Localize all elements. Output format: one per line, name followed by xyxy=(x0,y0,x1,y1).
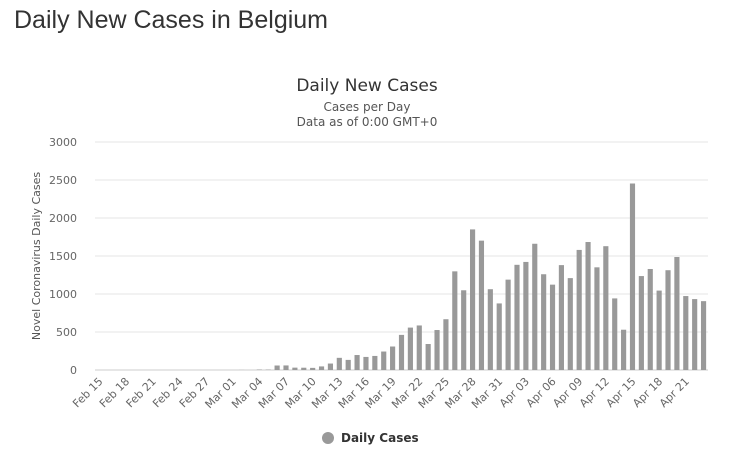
bar[interactable] xyxy=(523,261,529,370)
bar[interactable] xyxy=(274,365,280,370)
bar[interactable] xyxy=(318,366,325,370)
chart-subtitle-date: Data as of 0:00 GMT+0 xyxy=(297,115,438,129)
bar[interactable] xyxy=(283,365,289,370)
chart-subtitle: Cases per Day xyxy=(324,100,411,114)
bar[interactable] xyxy=(656,290,662,370)
bar[interactable] xyxy=(692,299,698,370)
y-tick-label: 3000 xyxy=(49,136,77,149)
legend-marker xyxy=(322,432,334,444)
bar[interactable] xyxy=(621,329,627,370)
y-tick-label: 2500 xyxy=(49,174,77,187)
x-tick-label: Apr 21 xyxy=(657,375,692,410)
bar[interactable] xyxy=(390,346,396,370)
bar[interactable] xyxy=(354,355,360,370)
y-tick-label: 2000 xyxy=(49,212,77,225)
bar[interactable] xyxy=(452,271,458,370)
bar[interactable] xyxy=(443,319,449,370)
page-heading: Daily New Cases in Belgium xyxy=(14,6,329,34)
bar[interactable] xyxy=(416,325,422,370)
bar[interactable] xyxy=(558,265,564,370)
bar[interactable] xyxy=(292,367,298,370)
y-tick-label: 1000 xyxy=(49,288,77,301)
bar[interactable] xyxy=(549,284,556,370)
bars xyxy=(239,183,707,370)
y-tick-label: 500 xyxy=(56,326,77,339)
y-tick-label: 1500 xyxy=(49,250,77,263)
bar[interactable] xyxy=(301,367,307,370)
bar[interactable] xyxy=(647,268,653,370)
bar[interactable] xyxy=(638,276,644,370)
bar[interactable] xyxy=(336,357,342,370)
bar[interactable] xyxy=(567,278,573,370)
bar[interactable] xyxy=(594,267,600,370)
y-axis-ticks: 0 500 1000 1500 2000 2500 3000 xyxy=(49,136,77,377)
bar[interactable] xyxy=(514,264,520,370)
bar[interactable] xyxy=(629,183,636,370)
bar[interactable] xyxy=(327,363,334,370)
bar[interactable] xyxy=(603,246,609,370)
bar[interactable] xyxy=(674,256,680,370)
legend-label[interactable]: Daily Cases xyxy=(341,431,419,445)
bar[interactable] xyxy=(487,289,493,370)
bar[interactable] xyxy=(407,327,413,370)
bar[interactable] xyxy=(496,303,502,370)
bar[interactable] xyxy=(425,344,431,370)
bar[interactable] xyxy=(541,274,547,370)
bar[interactable] xyxy=(665,270,671,370)
bar[interactable] xyxy=(469,229,476,370)
bar[interactable] xyxy=(505,279,511,370)
gridlines xyxy=(95,141,708,371)
bar[interactable] xyxy=(461,290,467,370)
y-tick-label: 0 xyxy=(70,364,77,377)
bar[interactable] xyxy=(434,330,440,370)
legend[interactable]: Daily Cases xyxy=(322,431,419,445)
bar[interactable] xyxy=(585,242,591,370)
bar[interactable] xyxy=(612,298,618,370)
bar[interactable] xyxy=(363,356,369,370)
bar[interactable] xyxy=(478,240,485,370)
bar[interactable] xyxy=(345,359,351,370)
y-axis-title: Novel Coronavirus Daily Cases xyxy=(30,172,43,340)
bar[interactable] xyxy=(683,296,689,370)
bar[interactable] xyxy=(310,367,316,370)
bar[interactable] xyxy=(532,243,538,370)
bar[interactable] xyxy=(398,334,405,370)
chart-title: Daily New Cases xyxy=(296,76,438,96)
bar[interactable] xyxy=(700,301,707,370)
bar[interactable] xyxy=(372,355,378,370)
bar[interactable] xyxy=(381,351,387,370)
bar[interactable] xyxy=(576,249,582,370)
